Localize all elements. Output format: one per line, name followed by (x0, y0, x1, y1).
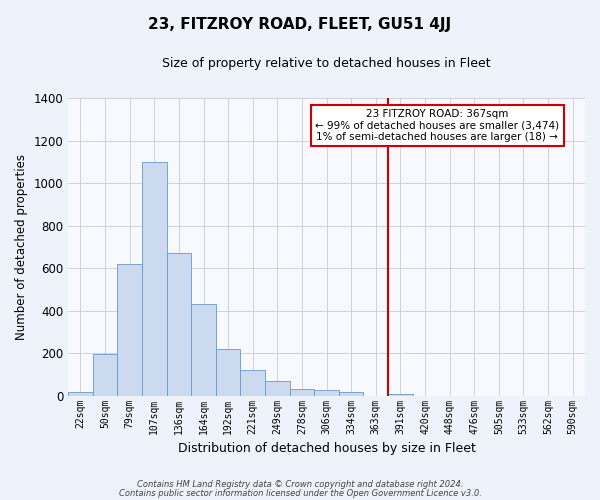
Text: 23 FITZROY ROAD: 367sqm
← 99% of detached houses are smaller (3,474)
1% of semi-: 23 FITZROY ROAD: 367sqm ← 99% of detache… (315, 108, 559, 142)
Text: Contains HM Land Registry data © Crown copyright and database right 2024.: Contains HM Land Registry data © Crown c… (137, 480, 463, 489)
Bar (388, 394, 413, 396)
Text: Contains public sector information licensed under the Open Government Licence v3: Contains public sector information licen… (119, 488, 481, 498)
Bar (191, 304, 216, 396)
Bar (339, 392, 364, 396)
X-axis label: Distribution of detached houses by size in Fleet: Distribution of detached houses by size … (178, 442, 476, 455)
Title: Size of property relative to detached houses in Fleet: Size of property relative to detached ho… (162, 58, 491, 70)
Text: 23, FITZROY ROAD, FLEET, GU51 4JJ: 23, FITZROY ROAD, FLEET, GU51 4JJ (148, 18, 452, 32)
Y-axis label: Number of detached properties: Number of detached properties (15, 154, 28, 340)
Bar (314, 390, 339, 396)
Bar (167, 253, 191, 396)
Bar (216, 349, 241, 396)
Bar (241, 370, 265, 396)
Bar (68, 392, 93, 396)
Bar (118, 264, 142, 396)
Bar (265, 381, 290, 396)
Bar (290, 390, 314, 396)
Bar (142, 162, 167, 396)
Bar (93, 354, 118, 396)
